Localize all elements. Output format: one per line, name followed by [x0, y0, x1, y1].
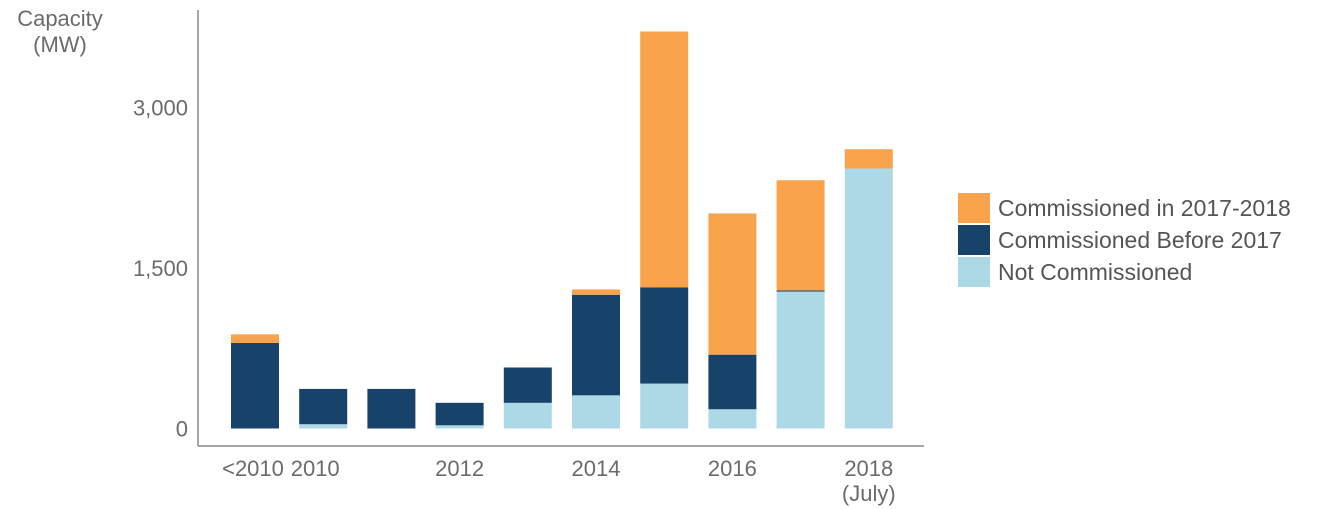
- bar-segment: [435, 402, 484, 426]
- bar-stack: [503, 367, 552, 429]
- bar-stack: [708, 213, 757, 429]
- legend-swatch: [958, 257, 990, 287]
- bar-stack: [299, 388, 348, 429]
- bar-segment: [435, 425, 484, 429]
- x-tick-label: 2012: [435, 456, 484, 481]
- x-tick-label: <2010: [222, 456, 284, 481]
- y-axis-ticks: 0 1,500 3,000: [133, 96, 188, 442]
- bar-segment: [640, 287, 689, 384]
- bars: [231, 31, 893, 429]
- bar-stack: [231, 334, 279, 429]
- y-axis-title-line: Capacity: [17, 6, 103, 31]
- y-tick-label: 1,500: [133, 256, 188, 281]
- bar-segment: [299, 388, 348, 425]
- x-tick-label: 2014: [572, 456, 621, 481]
- x-tick-label: 2018: [844, 456, 893, 481]
- bar-segment: [503, 367, 552, 403]
- bar-segment: [231, 334, 279, 343]
- bar-segment: [299, 424, 348, 429]
- legend-label: Commissioned Before 2017: [998, 227, 1282, 253]
- x-tick-label: 2016: [708, 456, 757, 481]
- bar-stack: [844, 149, 893, 429]
- bar-stack: [572, 289, 620, 429]
- bar-segment: [367, 388, 416, 429]
- bar-segment: [776, 291, 825, 429]
- bar-segment: [844, 168, 893, 429]
- x-tick-label: 2010: [291, 456, 340, 481]
- bar-segment: [572, 395, 620, 429]
- bar-segment: [776, 180, 825, 291]
- bar-stack: [367, 388, 416, 429]
- legend-label: Not Commissioned: [998, 259, 1192, 285]
- bar-segment: [640, 31, 689, 288]
- bar-segment: [503, 402, 552, 429]
- y-tick-label: 3,000: [133, 96, 188, 121]
- bar-segment: [231, 342, 279, 429]
- y-axis-title-line: (MW): [33, 32, 87, 57]
- bar-segment: [572, 294, 620, 396]
- bar-segment: [572, 289, 620, 295]
- bar-segment: [776, 290, 825, 292]
- bar-segment: [708, 213, 757, 355]
- bar-segment: [640, 383, 689, 429]
- y-tick-label: 0: [176, 417, 188, 442]
- x-tick-label: (July): [842, 481, 896, 506]
- bar-stack: [435, 402, 484, 429]
- legend-swatch: [958, 193, 990, 223]
- legend-label: Commissioned in 2017-2018: [998, 195, 1291, 221]
- bar-segment: [844, 149, 893, 169]
- bar-segment: [708, 409, 757, 429]
- x-axis-ticks: <2010 2010 2012 2014 2016 2018(July): [222, 456, 896, 506]
- legend-swatch: [958, 225, 990, 255]
- bar-stack: [640, 31, 689, 429]
- y-axis-title: Capacity(MW): [17, 6, 103, 57]
- legend: Commissioned in 2017-2018 Commissioned Be…: [958, 193, 1291, 287]
- bar-segment: [708, 354, 757, 410]
- bar-stack: [776, 180, 825, 429]
